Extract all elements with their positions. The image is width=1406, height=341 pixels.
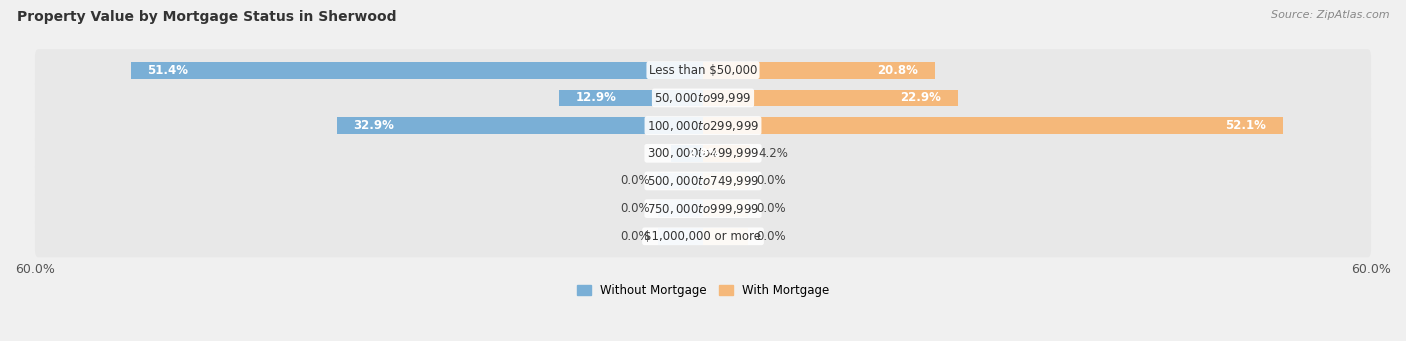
Text: 12.9%: 12.9% xyxy=(576,91,617,104)
Bar xyxy=(658,173,703,189)
Bar xyxy=(703,90,957,106)
Bar xyxy=(336,117,703,134)
FancyBboxPatch shape xyxy=(35,49,1371,91)
Text: Property Value by Mortgage Status in Sherwood: Property Value by Mortgage Status in She… xyxy=(17,10,396,24)
Bar xyxy=(703,145,749,162)
FancyBboxPatch shape xyxy=(35,188,1371,230)
Bar xyxy=(658,200,703,217)
Text: $1,000,000 or more: $1,000,000 or more xyxy=(644,230,762,243)
Text: Less than $50,000: Less than $50,000 xyxy=(648,64,758,77)
Text: $750,000 to $999,999: $750,000 to $999,999 xyxy=(647,202,759,216)
Legend: Without Mortgage, With Mortgage: Without Mortgage, With Mortgage xyxy=(576,284,830,297)
Text: 4.2%: 4.2% xyxy=(759,147,789,160)
Bar xyxy=(703,173,748,189)
FancyBboxPatch shape xyxy=(35,215,1371,257)
Text: 0.0%: 0.0% xyxy=(756,202,786,215)
Text: 32.9%: 32.9% xyxy=(353,119,394,132)
Bar xyxy=(131,62,703,78)
FancyBboxPatch shape xyxy=(35,132,1371,174)
Text: 20.8%: 20.8% xyxy=(877,64,918,77)
Text: 51.4%: 51.4% xyxy=(148,64,188,77)
Text: Source: ZipAtlas.com: Source: ZipAtlas.com xyxy=(1271,10,1389,20)
Bar xyxy=(658,228,703,244)
Text: 0.0%: 0.0% xyxy=(620,175,650,188)
Text: $300,000 to $499,999: $300,000 to $499,999 xyxy=(647,146,759,160)
FancyBboxPatch shape xyxy=(35,77,1371,119)
FancyBboxPatch shape xyxy=(35,105,1371,147)
Bar xyxy=(703,62,935,78)
Bar xyxy=(703,228,748,244)
Text: $500,000 to $749,999: $500,000 to $749,999 xyxy=(647,174,759,188)
FancyBboxPatch shape xyxy=(35,160,1371,202)
Text: 0.0%: 0.0% xyxy=(620,230,650,243)
Bar xyxy=(671,145,703,162)
Text: 52.1%: 52.1% xyxy=(1226,119,1267,132)
Text: $50,000 to $99,999: $50,000 to $99,999 xyxy=(654,91,752,105)
Text: 0.0%: 0.0% xyxy=(756,175,786,188)
Text: 0.0%: 0.0% xyxy=(756,230,786,243)
Bar xyxy=(560,90,703,106)
Text: $100,000 to $299,999: $100,000 to $299,999 xyxy=(647,119,759,133)
Text: 2.9%: 2.9% xyxy=(688,147,720,160)
Text: 0.0%: 0.0% xyxy=(620,202,650,215)
Bar xyxy=(703,200,748,217)
Text: 22.9%: 22.9% xyxy=(900,91,941,104)
Bar xyxy=(703,117,1284,134)
